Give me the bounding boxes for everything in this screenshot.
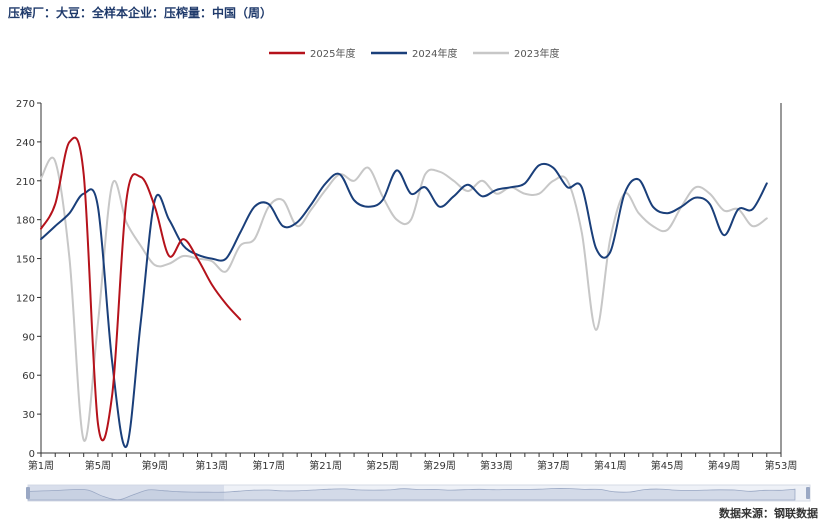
x-tick-label: 第13周 — [195, 459, 228, 472]
legend-label: 2023年度 — [514, 47, 559, 60]
x-tick-label: 第41周 — [594, 459, 627, 472]
series-line-2025年度 — [40, 136, 242, 442]
x-tick-label: 第9周 — [142, 459, 168, 472]
zoom-handle-left[interactable] — [26, 487, 30, 499]
data-source: 数据来源：钢联数据 — [719, 507, 818, 520]
x-tick-label: 第49周 — [708, 459, 741, 472]
x-tick-label: 第5周 — [85, 459, 111, 472]
legend-item-2023年度[interactable]: 2023年度 — [473, 47, 559, 60]
zoom-slider[interactable] — [26, 484, 811, 502]
series-line-2023年度 — [40, 156, 768, 442]
legend-item-2025年度[interactable]: 2025年度 — [269, 47, 355, 60]
y-tick-label: 180 — [16, 216, 35, 227]
x-tick-label: 第21周 — [309, 459, 342, 472]
y-tick-label: 60 — [22, 371, 35, 382]
y-tick-label: 30 — [22, 410, 35, 421]
legend-label: 2025年度 — [310, 47, 355, 60]
series-lines — [40, 136, 768, 448]
y-tick-label: 90 — [22, 332, 35, 343]
legend-item-2024年度[interactable]: 2024年度 — [371, 47, 457, 60]
chart-axes: 0 30 60 90 120 150 180 210 240 270 第1周 第5周 第9周 第13周 第1… — [16, 99, 797, 472]
y-tick-label: 240 — [16, 138, 35, 149]
y-tick-label: 120 — [16, 293, 35, 304]
y-tick-label: 150 — [16, 255, 35, 266]
legend-label: 2024年度 — [412, 47, 457, 60]
y-tick-label: 270 — [16, 99, 35, 110]
series-line-2024年度 — [40, 162, 768, 448]
zoom-handle-right[interactable] — [806, 487, 810, 499]
x-tick-label: 第45周 — [651, 459, 684, 472]
page-title: 压榨厂：大豆：全样本企业：压榨量：中国（周） — [8, 6, 273, 20]
x-tick-label: 第33周 — [480, 459, 513, 472]
x-tick-label: 第17周 — [252, 459, 285, 472]
y-tick-label: 0 — [29, 449, 35, 460]
x-tick-label: 第25周 — [366, 459, 399, 472]
zoom-preview — [27, 488, 796, 501]
x-tick-label: 第37周 — [537, 459, 570, 472]
x-tick-label: 第1周 — [28, 459, 54, 472]
x-tick-label: 第29周 — [423, 459, 456, 472]
x-tick-label: 第53周 — [765, 459, 798, 472]
legend: 2025年度 2024年度 2023年度 — [269, 47, 559, 60]
y-tick-label: 210 — [16, 177, 35, 188]
